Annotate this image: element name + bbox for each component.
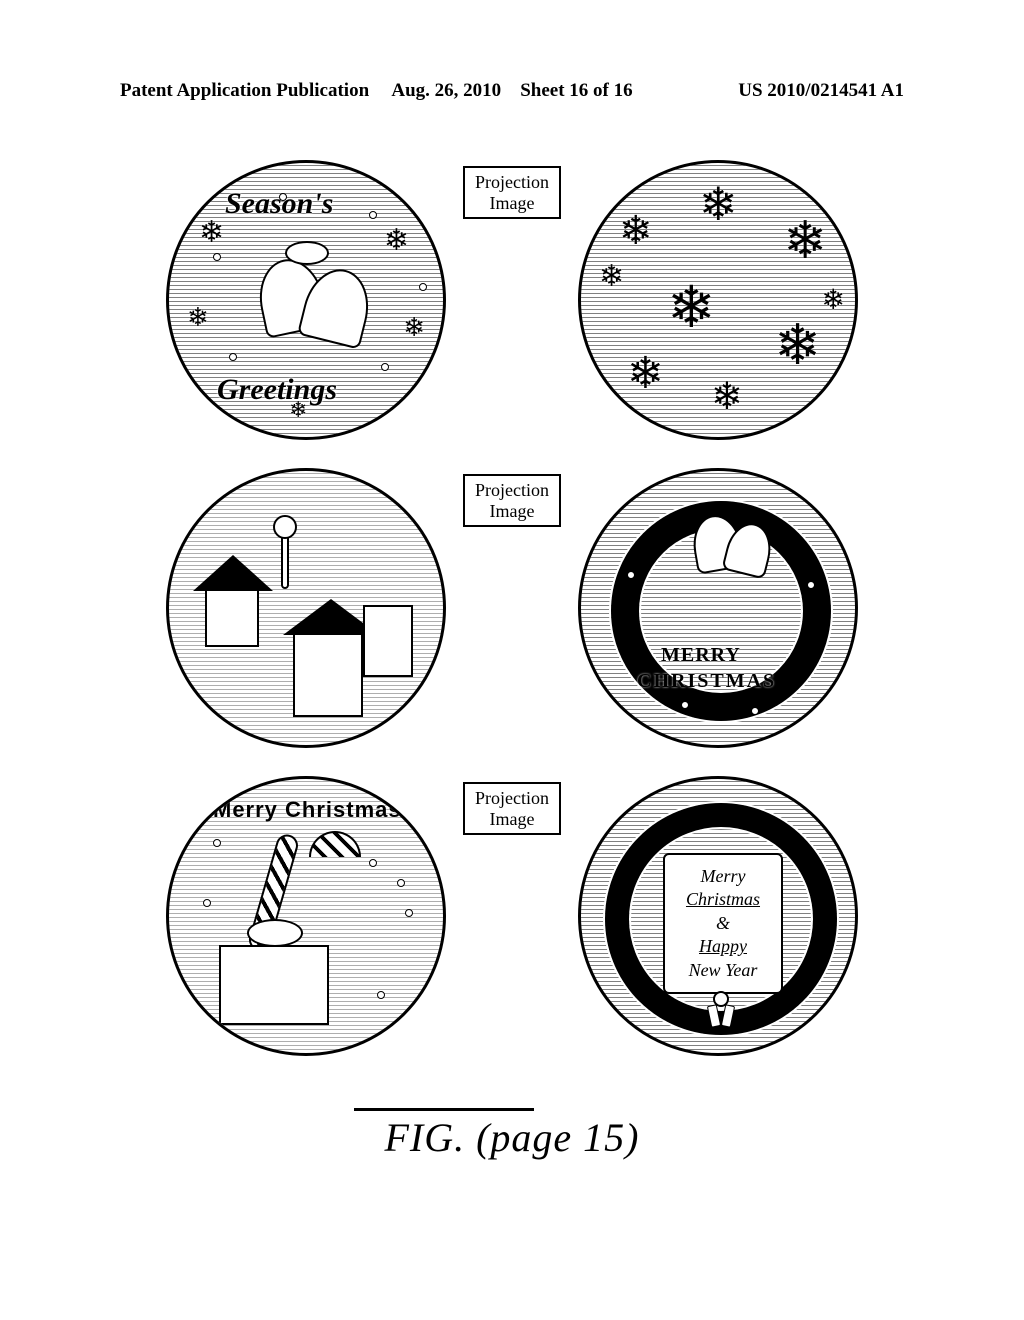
header-right: US 2010/0214541 A1 [738, 80, 904, 102]
card-line5: New Year [689, 960, 758, 980]
projection-image-label: Projection Image [463, 782, 561, 835]
greeting-card: Merry Christmas & Happy New Year [663, 853, 783, 994]
projection-circle-wreath-card: Merry Christmas & Happy New Year [578, 776, 858, 1056]
figure-row-2: Projection Image MERRY CHRISTMAS [0, 468, 1024, 748]
projection-label-line2: Image [490, 809, 535, 829]
house-icon [205, 587, 259, 647]
christmas-text: CHRISTMAS [637, 670, 776, 693]
projection-circle-wreath-merry-christmas: MERRY CHRISTMAS [578, 468, 858, 748]
roof-icon [193, 555, 273, 591]
figure-row-1: Season's Greetings ❄ ❄ ❄ ❄ ❄ Projection … [0, 160, 1024, 440]
merry-christmas-arc-text: Merry Christmas!! [213, 797, 418, 823]
projection-image-label: Projection Image [463, 474, 561, 527]
merry-text: MERRY [661, 644, 741, 667]
projection-label-line1: Projection [475, 172, 549, 192]
figure-caption: FIG. (page 15) [384, 1114, 639, 1161]
house-icon [363, 605, 413, 677]
projection-circle-snowflakes: ❄ ❄ ❄ ❄ ❄ ❄ ❄ ❄ ❄ [578, 160, 858, 440]
card-line3: & [716, 913, 730, 933]
projection-image-label: Projection Image [463, 166, 561, 219]
projection-label-line1: Projection [475, 480, 549, 500]
projection-label-line2: Image [490, 501, 535, 521]
page-header: Patent Application Publication Aug. 26, … [0, 80, 1024, 102]
projection-circle-seasons-greetings: Season's Greetings ❄ ❄ ❄ ❄ ❄ [166, 160, 446, 440]
projection-label-col-2: Projection Image [462, 468, 562, 527]
projection-circle-candy-cane: Merry Christmas!! [166, 776, 446, 1056]
figure-caption-text: FIG. (page 15) [384, 1115, 639, 1160]
projection-label-col-1: Projection Image [462, 160, 562, 219]
figure-row-3: Merry Christmas!! Projection Image Merry [0, 776, 1024, 1056]
greetings-text: Greetings [217, 373, 337, 407]
header-left: Patent Application Publication [120, 80, 369, 102]
figure-bar-icon [354, 1108, 534, 1111]
bow-icon [247, 919, 303, 947]
figure-content: Season's Greetings ❄ ❄ ❄ ❄ ❄ Projection … [0, 160, 1024, 1161]
projection-circle-village [166, 468, 446, 748]
header-sheet: Sheet 16 of 16 [520, 80, 632, 101]
header-date: Aug. 26, 2010 [391, 80, 501, 101]
projection-label-line2: Image [490, 193, 535, 213]
card-line2: Christmas [686, 889, 760, 909]
lamp-icon [273, 515, 297, 539]
bow-icon [285, 241, 329, 265]
projection-label-line1: Projection [475, 788, 549, 808]
present-icon [219, 945, 329, 1025]
seasons-text: Season's [225, 187, 333, 221]
projection-label-col-3: Projection Image [462, 776, 562, 835]
card-line1: Merry [701, 866, 746, 886]
header-center: Aug. 26, 2010 Sheet 16 of 16 [391, 80, 632, 102]
house-icon [293, 631, 363, 717]
card-line4: Happy [699, 936, 747, 956]
